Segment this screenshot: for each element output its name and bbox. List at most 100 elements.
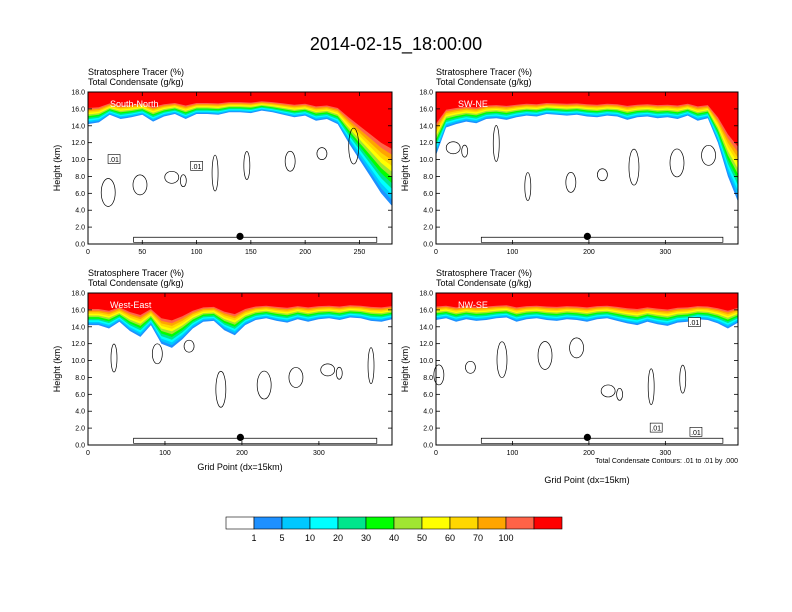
panel-2: 0.0 2.0 4.0 6.0 8.0 10.0 12.0 14.0 16.0 18.0 0 100 2… — [400, 67, 739, 256]
y-tick-label: 18.0 — [419, 291, 433, 298]
y-tick-label: 0.0 — [75, 443, 85, 450]
condensate-contour — [524, 172, 532, 201]
y-tick-label: 12.0 — [419, 140, 433, 147]
x-tick-label: 200 — [236, 450, 248, 457]
panel-subtitle-tracer: Stratosphere Tracer (%) — [88, 268, 184, 278]
y-tick-label: 14.0 — [419, 324, 433, 331]
colorbar-label: 30 — [361, 533, 371, 543]
y-tick-label: 16.0 — [419, 307, 433, 314]
plot-frame — [87, 91, 393, 245]
condensate-contour — [647, 368, 655, 406]
condensate-contour — [215, 370, 227, 408]
surface-contour — [480, 437, 724, 444]
y-tick-label: 18.0 — [419, 90, 433, 97]
y-tick-label: 8.0 — [423, 174, 433, 181]
panels: .01 .01 0.0 2.0 4.0 6.0 8.0 10.0 12.0 14.0 16.0 18.… — [52, 67, 739, 485]
y-tick-label: 4.0 — [423, 409, 433, 416]
colorbar-swatch — [477, 516, 507, 530]
x-tick-label: 150 — [245, 249, 257, 256]
tracer-band-11 — [88, 92, 392, 149]
x-tick-label: 250 — [354, 249, 366, 256]
colorbar-swatch — [533, 516, 563, 530]
contour-label-box — [689, 427, 703, 437]
tracer-band-3 — [88, 92, 392, 195]
colorbar-swatch — [449, 516, 479, 530]
colorbar-label: 50 — [417, 533, 427, 543]
contour-label: .01 — [690, 320, 700, 327]
condensate-contour — [100, 178, 116, 207]
condensate-contour — [132, 174, 148, 196]
condensate-contours — [433, 337, 724, 444]
colorbar-label: 20 — [333, 533, 343, 543]
location-marker — [583, 232, 591, 240]
colorbar-swatch — [225, 516, 255, 530]
panel-label: NW-SE — [458, 300, 488, 310]
y-tick-label: 2.0 — [423, 426, 433, 433]
y-tick-label: 4.0 — [75, 208, 85, 215]
y-tick-label: 16.0 — [71, 307, 85, 314]
colorbar-label: 70 — [473, 533, 483, 543]
y-tick-label: 0.0 — [423, 242, 433, 249]
condensate-contour — [597, 168, 608, 182]
y-tick-label: 12.0 — [419, 341, 433, 348]
condensate-contour — [616, 387, 623, 401]
condensate-contour — [537, 341, 553, 370]
condensate-contour — [183, 339, 195, 353]
x-tick-label: 50 — [138, 249, 146, 256]
tracer-band-5 — [88, 92, 392, 184]
y-tick-label: 6.0 — [423, 392, 433, 399]
y-tick-label: 6.0 — [75, 191, 85, 198]
panel-3: 0.0 2.0 4.0 6.0 8.0 10.0 12.0 14.0 16.0 18.0 0 100 2… — [52, 268, 393, 472]
y-tick-label: 6.0 — [423, 191, 433, 198]
contour-label: .01 — [691, 430, 701, 437]
condensate-contour — [284, 150, 296, 172]
y-axis-label: Height (km) — [52, 145, 62, 192]
panel-4: .01 .01 .01 0.0 2.0 4.0 6.0 8.0 10.0 12.0 14.0 16.0… — [419, 268, 739, 485]
contour-label-box — [688, 317, 701, 327]
tracer-field — [88, 293, 392, 348]
y-tick-label: 16.0 — [71, 106, 85, 113]
x-tick-label: 100 — [191, 249, 203, 256]
condensate-contour — [465, 360, 476, 374]
tracer-field — [436, 293, 738, 329]
colorbar-label: 100 — [498, 533, 513, 543]
panel-subtitle-condensate: Total Condensate (g/kg) — [88, 278, 184, 288]
y-tick-label: 4.0 — [423, 208, 433, 215]
tracer-band-9 — [88, 92, 392, 161]
condensate-contours — [110, 339, 378, 444]
y-tick-label: 10.0 — [419, 157, 433, 164]
x-tick-label: 200 — [583, 249, 595, 256]
tracer-band-1 — [88, 92, 392, 206]
y-tick-label: 16.0 — [419, 106, 433, 113]
condensate-contour — [179, 174, 187, 188]
tracer-band-11 — [436, 293, 738, 311]
condensate-contour — [110, 343, 118, 373]
y-tick-label: 2.0 — [75, 426, 85, 433]
tracer-band-2 — [88, 92, 392, 201]
y-axis-label: Height (km) — [400, 145, 410, 192]
colorbar-swatch — [421, 516, 451, 530]
y-tick-label: 8.0 — [75, 375, 85, 382]
y-tick-label: 10.0 — [419, 358, 433, 365]
condensate-contour — [433, 364, 445, 386]
condensate-contour — [492, 125, 500, 162]
figure-title: 2014-02-15_18:00:00 — [310, 34, 482, 55]
y-axis-label: Height (km) — [52, 346, 62, 393]
location-marker — [583, 433, 591, 441]
tracer-band-11 — [88, 293, 392, 321]
condensate-contour — [569, 337, 584, 359]
y-tick-label: 18.0 — [71, 291, 85, 298]
colorbar-label: 10 — [305, 533, 315, 543]
location-marker — [236, 232, 244, 240]
tracer-band-7 — [88, 92, 392, 172]
condensate-contour — [348, 127, 360, 165]
condensate-contour — [565, 172, 577, 193]
contour-label-box — [649, 422, 663, 433]
y-tick-label: 12.0 — [71, 140, 85, 147]
y-tick-label: 0.0 — [423, 443, 433, 450]
y-tick-label: 18.0 — [71, 90, 85, 97]
condensate-contour — [164, 170, 180, 184]
condensate-contour — [316, 147, 328, 160]
contour-label-box — [107, 154, 121, 164]
